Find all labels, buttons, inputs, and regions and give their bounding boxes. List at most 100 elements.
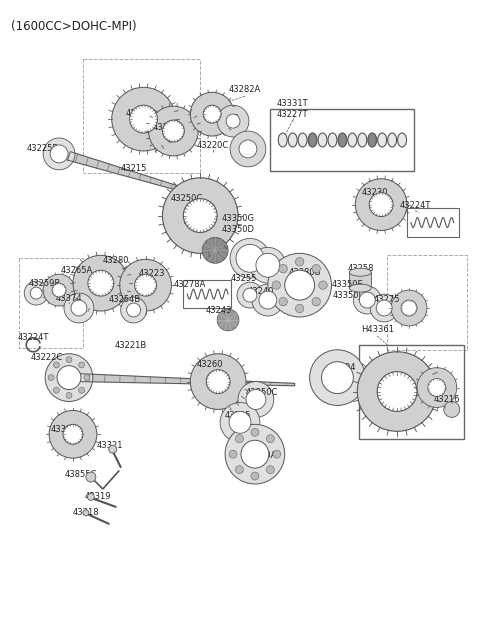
- Circle shape: [57, 366, 81, 389]
- Text: 43260: 43260: [197, 360, 223, 369]
- Circle shape: [355, 179, 407, 231]
- Circle shape: [236, 244, 264, 272]
- Text: 43243: 43243: [206, 305, 232, 315]
- Circle shape: [246, 389, 266, 409]
- Text: 43350C: 43350C: [246, 388, 278, 397]
- Circle shape: [53, 388, 60, 393]
- Ellipse shape: [349, 268, 371, 276]
- Circle shape: [322, 362, 353, 394]
- Polygon shape: [68, 152, 220, 202]
- Text: 43350D: 43350D: [221, 225, 254, 234]
- Ellipse shape: [388, 133, 396, 147]
- Circle shape: [353, 286, 381, 314]
- Circle shape: [259, 291, 277, 309]
- Circle shape: [357, 352, 437, 431]
- Text: 43331T: 43331T: [277, 99, 309, 108]
- Circle shape: [238, 381, 274, 417]
- Text: 43263: 43263: [153, 123, 180, 132]
- Bar: [360, 345, 464, 439]
- Circle shape: [319, 281, 327, 289]
- Text: 43240: 43240: [248, 287, 274, 295]
- Circle shape: [266, 435, 275, 443]
- Ellipse shape: [308, 133, 317, 147]
- Circle shape: [43, 274, 75, 306]
- Circle shape: [272, 281, 280, 289]
- Ellipse shape: [348, 133, 357, 147]
- Circle shape: [217, 105, 249, 137]
- Circle shape: [120, 297, 146, 323]
- Circle shape: [417, 368, 457, 407]
- Circle shape: [220, 402, 260, 442]
- Ellipse shape: [288, 133, 297, 147]
- Ellipse shape: [298, 133, 307, 147]
- Bar: [270, 109, 414, 171]
- Ellipse shape: [358, 133, 367, 147]
- Ellipse shape: [349, 284, 371, 292]
- Circle shape: [360, 292, 375, 308]
- Circle shape: [230, 131, 266, 167]
- Text: 43275: 43275: [374, 295, 400, 304]
- Circle shape: [109, 445, 117, 453]
- Text: 43253B: 43253B: [184, 218, 216, 227]
- Circle shape: [87, 493, 95, 500]
- Circle shape: [236, 435, 243, 443]
- Circle shape: [217, 309, 239, 331]
- Text: 43255: 43255: [231, 274, 257, 282]
- Text: 43220C: 43220C: [197, 141, 229, 151]
- Circle shape: [312, 264, 320, 273]
- Circle shape: [64, 293, 94, 323]
- Circle shape: [206, 369, 230, 394]
- Text: 43259B: 43259B: [29, 279, 61, 287]
- Circle shape: [237, 282, 263, 308]
- Text: 43394: 43394: [329, 363, 356, 372]
- Text: (1600CC>DOHC-MPI): (1600CC>DOHC-MPI): [12, 20, 137, 33]
- Circle shape: [203, 105, 221, 123]
- Text: 43321: 43321: [96, 441, 123, 450]
- Circle shape: [66, 357, 72, 363]
- Text: 43319: 43319: [84, 493, 111, 501]
- Bar: [407, 208, 459, 238]
- Circle shape: [73, 255, 129, 311]
- Circle shape: [202, 238, 228, 263]
- Text: 43350G: 43350G: [221, 214, 254, 223]
- Circle shape: [279, 264, 288, 273]
- Text: H43361: H43361: [360, 325, 394, 335]
- Ellipse shape: [397, 133, 407, 147]
- Text: 43254B: 43254B: [108, 295, 141, 304]
- Circle shape: [377, 372, 417, 411]
- Circle shape: [45, 354, 93, 401]
- Text: 43360A: 43360A: [245, 451, 277, 460]
- Circle shape: [310, 350, 365, 406]
- Text: 43221B: 43221B: [115, 341, 147, 350]
- Text: 43224T: 43224T: [399, 201, 431, 210]
- Circle shape: [401, 300, 417, 316]
- Text: 43224T: 43224T: [17, 333, 49, 342]
- Circle shape: [225, 424, 285, 484]
- Text: 43222C: 43222C: [31, 353, 63, 362]
- Bar: [183, 280, 231, 308]
- Circle shape: [66, 392, 72, 399]
- Circle shape: [79, 362, 84, 368]
- Ellipse shape: [378, 133, 387, 147]
- Circle shape: [229, 411, 251, 434]
- Circle shape: [251, 472, 259, 480]
- Circle shape: [134, 274, 156, 296]
- Circle shape: [148, 106, 198, 156]
- Circle shape: [428, 379, 446, 396]
- Circle shape: [112, 87, 175, 151]
- Circle shape: [279, 297, 288, 306]
- Circle shape: [230, 238, 270, 278]
- Text: 43278A: 43278A: [174, 280, 206, 289]
- Text: 43265A: 43265A: [61, 266, 93, 275]
- Text: 43230: 43230: [362, 188, 388, 197]
- Circle shape: [52, 283, 66, 297]
- Circle shape: [162, 178, 238, 253]
- Circle shape: [444, 401, 460, 417]
- Ellipse shape: [318, 133, 327, 147]
- Circle shape: [50, 145, 68, 163]
- Circle shape: [266, 466, 275, 473]
- Text: 43318: 43318: [72, 508, 99, 518]
- Circle shape: [285, 270, 314, 300]
- Circle shape: [226, 114, 240, 128]
- Text: 43258: 43258: [348, 264, 374, 273]
